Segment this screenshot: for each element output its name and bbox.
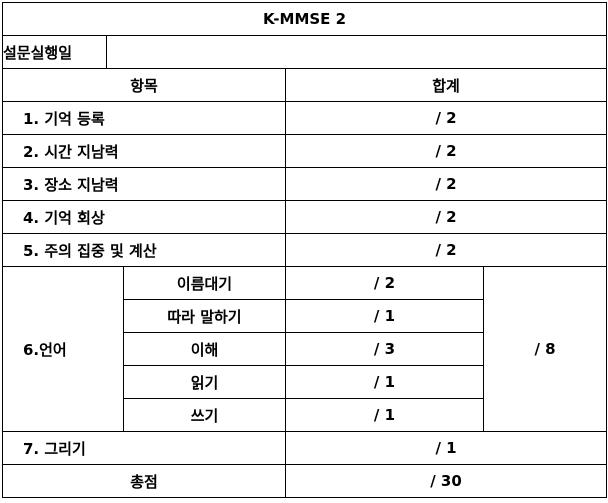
row-score-text: / 2 [435,142,457,160]
language-sub-label: 읽기 [123,365,286,399]
language-sub-label: 따라 말하기 [123,299,286,333]
row-score[interactable]: / 2 [284,101,608,135]
language-sub-score[interactable]: / 1 [285,365,484,399]
date-row: 설문실행일 [2,35,608,69]
language-sub-score[interactable]: / 3 [285,332,484,366]
row-label: 7. 그리기 [2,431,286,465]
header-row: 항목 합계 [2,68,608,102]
row-label: 1. 기억 등록 [2,101,286,135]
language-sub-label: 쓰기 [123,398,286,432]
row-score-text: / 2 [435,109,457,127]
row-label: 2. 시간 지남력 [2,134,286,168]
language-sub-label: 이름대기 [123,266,286,300]
form-title: K-MMSE 2 [1,2,608,36]
row-score-text: / 2 [435,208,457,226]
row-score[interactable]: / 2 [284,167,608,201]
row-score-text: / 2 [435,175,457,193]
row-score[interactable]: / 2 [284,200,608,234]
row-drawing: 7. 그리기 / 1 [2,431,608,465]
row-score[interactable]: / 2 [284,134,608,168]
row-label: 4. 기억 회상 [2,200,286,234]
row-place-orientation: 3. 장소 지남력 / 2 [2,167,608,201]
row-attention-calculation: 5. 주의 집중 및 계산 / 2 [2,233,608,267]
language-subrow: 이해 / 3 [3,332,607,366]
language-subrow: 따라 말하기 / 1 [3,299,607,333]
language-subrow: 읽기 / 1 [3,365,607,399]
language-sub-label: 이해 [123,332,286,366]
total-row: 총점 / 30 [2,464,608,498]
row-memory-recall: 4. 기억 회상 / 2 [2,200,608,234]
row-time-orientation: 2. 시간 지남력 / 2 [2,134,608,168]
date-label: 설문실행일 [2,35,107,69]
header-total: 합계 [284,68,608,102]
language-label: 6.언어 [2,266,124,432]
title-row: K-MMSE 2 [1,2,608,36]
language-subrow: 6.언어 이름대기 / 2 / 8 [2,266,608,432]
row-label: 5. 주의 집중 및 계산 [2,233,286,267]
language-sub-score[interactable]: / 1 [285,299,484,333]
row-score-text: / 1 [435,439,457,457]
date-input-cell[interactable] [105,35,608,69]
row-score[interactable]: / 2 [284,233,608,267]
language-sub-score[interactable]: / 1 [285,398,484,432]
total-score[interactable]: / 30 [284,464,608,498]
header-item: 항목 [2,68,286,102]
row-score-text: / 2 [435,241,457,259]
language-sub-score[interactable]: / 2 [285,266,484,300]
language-subrow: 쓰기 / 1 [3,398,607,432]
total-label: 총점 [2,464,286,498]
row-score[interactable]: / 1 [284,431,608,465]
row-memory-registration: 1. 기억 등록 / 2 [2,101,608,135]
row-label: 3. 장소 지남력 [2,167,286,201]
language-total[interactable]: / 8 [482,266,608,432]
